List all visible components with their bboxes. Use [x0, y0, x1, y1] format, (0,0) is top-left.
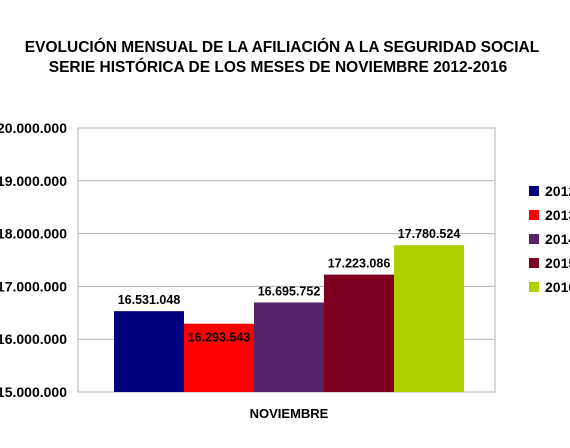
y-tick-label: 19.000.000 [0, 173, 67, 189]
data-label-2016: 17.780.524 [398, 227, 461, 241]
x-category-label: NOVIEMBRE [250, 406, 329, 421]
y-tick-label: 20.000.000 [0, 120, 67, 136]
chart-title: EVOLUCIÓN MENSUAL DE LA AFILIACIÓN A LA … [25, 38, 539, 56]
bar-2014 [254, 302, 324, 392]
legend-swatch-2012 [529, 186, 539, 196]
chart-subtitle: SERIE HISTÓRICA DE LOS MESES DE NOVIEMBR… [49, 58, 508, 76]
legend-swatch-2013 [529, 210, 539, 220]
y-tick-label: 15.000.000 [0, 384, 67, 400]
data-label-2013: 16.293.543 [188, 331, 251, 345]
data-label-2014: 16.695.752 [258, 284, 321, 298]
y-tick-label: 18.000.000 [0, 226, 67, 242]
y-tick-label: 17.000.000 [0, 278, 67, 294]
legend-label-2013: 2013 [545, 207, 570, 223]
legend-swatch-2014 [529, 234, 539, 244]
data-label-2015: 17.223.086 [328, 257, 391, 271]
legend-label-2015: 2015 [545, 255, 570, 271]
legend-label-2014: 2014 [545, 231, 570, 247]
legend-swatch-2015 [529, 258, 539, 268]
bar-labels: 16.531.048 16.293.543 16.695.752 17.223.086… [118, 227, 461, 345]
legend-label-2012: 2012 [545, 183, 570, 199]
bar-2015 [324, 274, 394, 392]
bar-2016 [394, 245, 464, 392]
bars [114, 245, 464, 392]
legend-label-2016: 2016 [545, 279, 570, 295]
bar-2013 [184, 323, 254, 392]
legend: 2012 2013 2014 2015 2016 [529, 183, 570, 295]
legend-swatch-2016 [529, 282, 539, 292]
bar-2012 [114, 311, 184, 392]
y-axis-ticks: 15.000.000 16.000.000 17.000.000 18.000.000… [0, 120, 67, 400]
y-tick-label: 16.000.000 [0, 331, 67, 347]
data-label-2012: 16.531.048 [118, 293, 181, 307]
